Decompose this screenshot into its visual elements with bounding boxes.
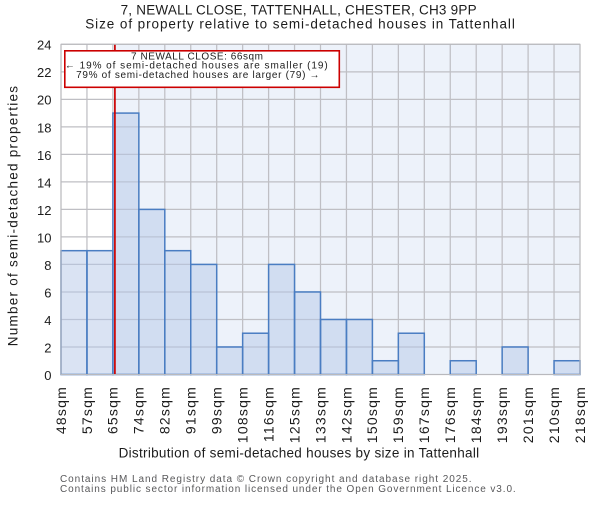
- svg-text:7, NEWALL CLOSE, TATTENHALL, C: 7, NEWALL CLOSE, TATTENHALL, CHESTER, CH…: [121, 3, 477, 18]
- svg-text:116sqm: 116sqm: [260, 386, 276, 442]
- svg-text:10: 10: [37, 230, 51, 245]
- svg-text:150sqm: 150sqm: [364, 386, 380, 443]
- svg-text:159sqm: 159sqm: [390, 386, 406, 443]
- svg-text:99sqm: 99sqm: [209, 386, 225, 434]
- svg-text:8: 8: [44, 258, 51, 273]
- svg-text:176sqm: 176sqm: [442, 386, 458, 443]
- svg-text:48sqm: 48sqm: [53, 386, 69, 434]
- svg-text:74sqm: 74sqm: [131, 386, 147, 434]
- svg-text:0: 0: [44, 368, 51, 383]
- svg-text:Contains public sector informa: Contains public sector information licen…: [60, 484, 517, 495]
- svg-text:Contains HM Land Registry data: Contains HM Land Registry data © Crown c…: [60, 474, 472, 485]
- svg-text:Size of property relative to s: Size of property relative to semi-detach…: [85, 16, 516, 31]
- svg-text:24: 24: [37, 38, 51, 53]
- svg-text:79% of semi-detached houses ar: 79% of semi-detached houses are larger (…: [76, 70, 320, 81]
- svg-text:133sqm: 133sqm: [312, 386, 328, 443]
- svg-text:12: 12: [37, 203, 51, 218]
- svg-text:91sqm: 91sqm: [183, 386, 199, 434]
- svg-text:184sqm: 184sqm: [468, 386, 484, 443]
- svg-text:Distribution of semi-detached: Distribution of semi-detached houses by …: [119, 446, 480, 461]
- svg-text:210sqm: 210sqm: [546, 386, 562, 443]
- svg-text:18: 18: [37, 120, 51, 135]
- svg-text:6: 6: [44, 285, 51, 300]
- svg-text:Number of semi-detached proper: Number of semi-detached properties: [6, 85, 21, 347]
- svg-text:14: 14: [37, 175, 51, 190]
- svg-text:142sqm: 142sqm: [338, 386, 354, 443]
- svg-text:7 NEWALL CLOSE: 66sqm: 7 NEWALL CLOSE: 66sqm: [131, 51, 264, 62]
- svg-text:57sqm: 57sqm: [79, 386, 95, 434]
- svg-text:125sqm: 125sqm: [286, 386, 302, 443]
- svg-text:22: 22: [37, 65, 51, 80]
- svg-text:193sqm: 193sqm: [494, 386, 510, 443]
- svg-text:108sqm: 108sqm: [234, 386, 250, 443]
- svg-text:82sqm: 82sqm: [157, 386, 173, 434]
- svg-text:201sqm: 201sqm: [520, 386, 536, 443]
- svg-text:← 19% of semi-detached houses: ← 19% of semi-detached houses are smalle…: [65, 61, 329, 72]
- svg-text:65sqm: 65sqm: [105, 386, 121, 434]
- svg-text:167sqm: 167sqm: [416, 386, 432, 443]
- svg-text:218sqm: 218sqm: [572, 386, 588, 443]
- svg-text:2: 2: [44, 340, 51, 355]
- svg-text:16: 16: [37, 148, 51, 163]
- svg-text:4: 4: [44, 313, 51, 328]
- svg-text:20: 20: [37, 93, 51, 108]
